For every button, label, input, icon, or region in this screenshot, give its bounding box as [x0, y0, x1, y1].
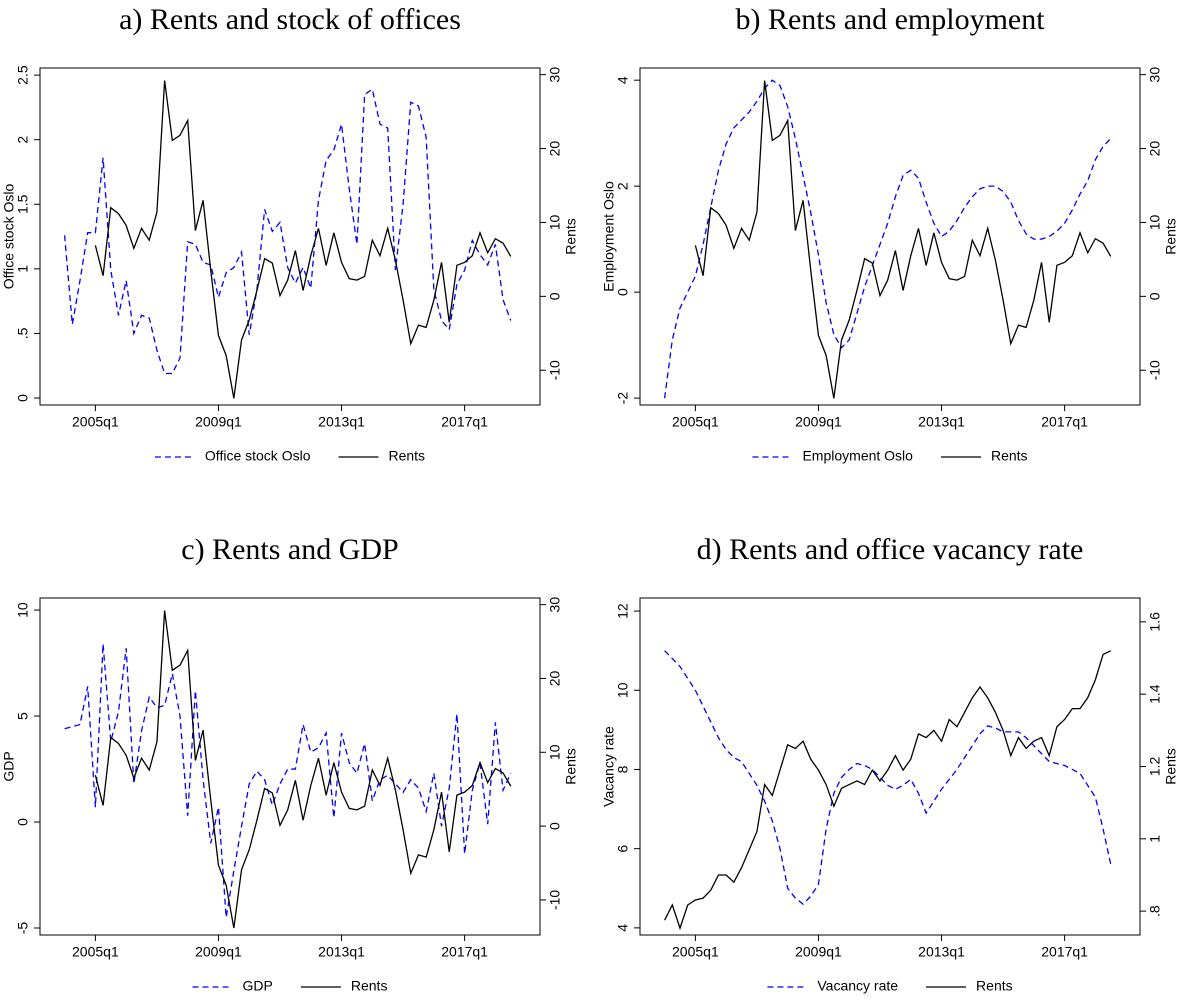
series-line: [694, 80, 1112, 399]
y2-tick-label: 10: [547, 744, 563, 760]
x-tick-label: 2009q1: [195, 414, 242, 430]
y2-axis-label: Rents: [563, 218, 579, 255]
y2-tick-label: 1: [1147, 835, 1163, 843]
y-tick-label: 2: [15, 136, 31, 144]
y-tick-label: -2: [615, 392, 631, 405]
y-tick-label: -5: [15, 922, 31, 935]
y2-tick-label: 30: [1147, 67, 1163, 83]
y-tick-label: 1: [15, 265, 31, 273]
y2-tick-label: 30: [547, 67, 563, 83]
y2-tick-label: 1.4: [1147, 684, 1163, 704]
x-tick-label: 2013q1: [918, 414, 965, 430]
y-tick-label: 8: [615, 765, 631, 773]
legend-label: Rents: [976, 978, 1013, 994]
x-tick-label: 2017q1: [1041, 944, 1088, 960]
legend-label: Rents: [991, 448, 1028, 464]
x-tick-label: 2009q1: [795, 944, 842, 960]
plot-frame: [39, 597, 541, 936]
y2-tick-label: 1.6: [1147, 612, 1163, 632]
y2-tick-label: 0: [547, 292, 563, 300]
y2-tick-label: -10: [547, 360, 563, 380]
plot-frame: [39, 67, 541, 406]
y2-tick-label: 20: [547, 141, 563, 157]
y-axis-label: GDP: [1, 751, 17, 781]
x-tick-label: 2009q1: [195, 944, 242, 960]
x-tick-label: 2005q1: [672, 414, 719, 430]
y2-tick-label: 20: [547, 670, 563, 686]
y-tick-label: 0: [615, 288, 631, 296]
x-tick-label: 2013q1: [318, 944, 365, 960]
legend: Vacancy rate Rents: [767, 978, 1013, 994]
y-tick-label: 2.5: [15, 65, 31, 85]
x-tick-label: 2013q1: [918, 944, 965, 960]
x-tick-label: 2005q1: [72, 414, 119, 430]
y-axis-label: Employment Oslo: [601, 181, 617, 292]
y-tick-label: .5: [15, 327, 31, 339]
legend-label: Vacancy rate: [817, 978, 898, 994]
y2-tick-label: 0: [1147, 292, 1163, 300]
panel-title: b) Rents and employment: [735, 3, 1045, 36]
series-line: [64, 643, 512, 918]
y-axis-label: Office stock Oslo: [1, 184, 17, 290]
legend: Employment Oslo Rents: [752, 448, 1028, 464]
series-line: [94, 610, 512, 929]
panel: d) Rents and office vacancy rate 2005q1 20…: [601, 533, 1179, 994]
x-tick-label: 2013q1: [318, 414, 365, 430]
y2-tick-label: 30: [547, 597, 563, 613]
series-line: [663, 79, 1112, 399]
y-tick-label: 6: [615, 845, 631, 853]
y-tick-label: 0: [15, 818, 31, 826]
legend-label: Rents: [351, 978, 388, 994]
series-line: [63, 88, 512, 375]
y-tick-label: 12: [615, 603, 631, 619]
panel-title: a) Rents and stock of offices: [119, 3, 461, 36]
plot-frame: [639, 67, 1141, 406]
legend-label: GDP: [243, 978, 273, 994]
y2-axis-label: Rents: [563, 748, 579, 785]
panel: c) Rents and GDP 2005q1 2009q1 2013q1 2017q1…: [1, 533, 579, 994]
y-tick-label: 2: [615, 182, 631, 190]
y2-tick-label: 10: [1147, 214, 1163, 230]
x-tick-label: 2009q1: [795, 414, 842, 430]
y-tick-label: 10: [615, 682, 631, 698]
legend: GDP Rents: [192, 978, 388, 994]
y-tick-label: 4: [615, 76, 631, 84]
y-tick-label: 4: [615, 924, 631, 932]
y2-axis-label: Rents: [1163, 218, 1179, 255]
y2-tick-label: 20: [1147, 141, 1163, 157]
x-tick-label: 2005q1: [672, 944, 719, 960]
y-axis-label: Vacancy rate: [601, 726, 617, 807]
series-line: [664, 650, 1112, 905]
x-tick-label: 2017q1: [441, 414, 488, 430]
y2-tick-label: 10: [547, 214, 563, 230]
x-tick-label: 2017q1: [1041, 414, 1088, 430]
legend-label: Employment Oslo: [802, 448, 913, 464]
legend-label: Rents: [388, 448, 425, 464]
y2-axis-label: Rents: [1163, 748, 1179, 785]
y-tick-label: 1.5: [15, 194, 31, 214]
y2-tick-label: 0: [547, 822, 563, 830]
series-line: [664, 650, 1112, 931]
panel-title: d) Rents and office vacancy rate: [697, 533, 1084, 566]
y2-tick-label: 1.2: [1147, 757, 1163, 777]
panel: b) Rents and employment 2005q1 2009q1 2013q…: [601, 3, 1179, 464]
y-tick-label: 0: [15, 394, 31, 402]
series-line: [94, 80, 512, 399]
legend-label: Office stock Oslo: [205, 448, 311, 464]
panel-title: c) Rents and GDP: [181, 533, 398, 566]
y2-tick-label: -10: [547, 890, 563, 910]
y2-tick-label: -10: [1147, 360, 1163, 380]
y2-tick-label: .8: [1147, 905, 1163, 917]
panel: a) Rents and stock of offices 2005q1 2009q…: [1, 3, 579, 464]
legend: Office stock Oslo Rents: [154, 448, 425, 464]
y-tick-label: 10: [15, 602, 31, 618]
x-tick-label: 2005q1: [72, 944, 119, 960]
y-tick-label: 5: [15, 712, 31, 720]
x-tick-label: 2017q1: [441, 944, 488, 960]
